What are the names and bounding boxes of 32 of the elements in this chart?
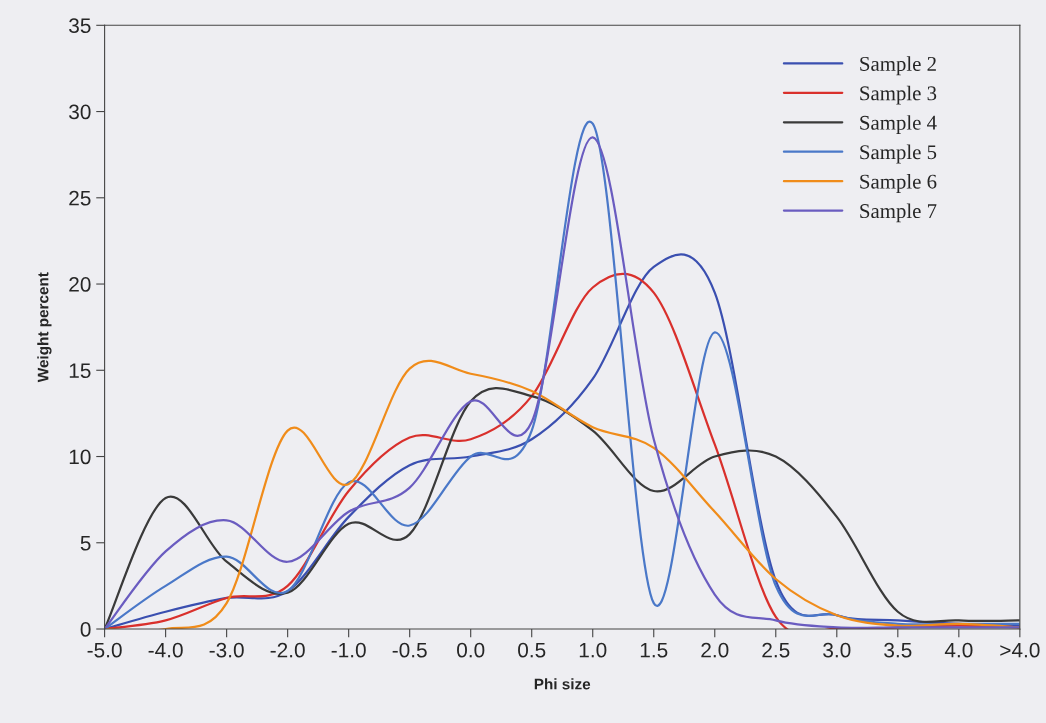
x-tick-label: 0.0 [457,642,485,658]
x-tick-label: >4.0 [1000,642,1040,658]
y-tick-label: 5 [80,535,91,551]
y-tick-label: 15 [69,363,91,379]
x-tick-label: 3.0 [823,642,851,658]
x-tick-label: 2.0 [701,642,729,658]
x-tick-label: 3.5 [884,642,912,658]
legend-label: Sample 5 [860,144,937,164]
x-tick-label: 4.0 [944,642,973,658]
x-tick-label: -4.0 [148,642,183,658]
x-tick-label: 2.5 [762,642,790,658]
x-tick-label: -5.0 [87,642,122,658]
x-tick-label: 1.5 [640,642,668,658]
x-tick-label: -3.0 [209,642,244,658]
x-tick-label: -0.5 [392,642,427,658]
y-tick-label: 10 [69,449,91,465]
y-axis-title: Weight percent [37,272,52,383]
y-tick-label: 20 [69,277,91,292]
x-tick-label: -2.0 [270,642,305,658]
y-tick-label: 30 [69,104,91,120]
x-tick-label: -1.0 [331,642,366,658]
legend-label: Sample 7 [860,203,937,223]
y-tick-label: 35 [69,18,91,34]
legend-label: Sample 6 [860,174,937,193]
legend-label: Sample 4 [860,115,937,135]
legend-label: Sample 3 [860,85,937,105]
legend-label: Sample 2 [860,56,936,76]
y-tick-label: 25 [69,190,91,206]
x-axis-title: Phi size [534,678,591,690]
x-tick-label: 1.0 [579,642,607,658]
y-tick-label: 0 [80,622,91,637]
x-tick-label: 0.5 [518,642,546,658]
